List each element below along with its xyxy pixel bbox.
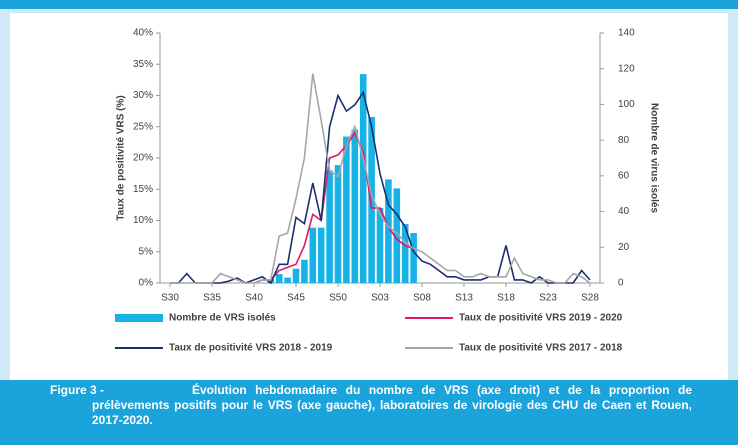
caption-text: Évolution hebdomadaire du nombre de VRS … <box>92 383 692 427</box>
bar <box>317 227 325 283</box>
y-tick-label: 35% <box>133 59 153 70</box>
y2-tick-label: 80 <box>618 135 630 146</box>
legend-label: Nombre de VRS isolés <box>169 313 276 324</box>
bar <box>393 188 401 283</box>
y-tick-label: 10% <box>133 215 153 226</box>
y2-tick-label: 20 <box>618 242 630 253</box>
chart: 0% 5% 10% 15% 20% 25% 30% 35% 40% 0 20 40 60 80 100 120… <box>115 28 659 354</box>
y2-tick-label: 40 <box>618 206 630 217</box>
x-tick-label: S40 <box>245 293 263 304</box>
y2-axis-label: Nombre de virus isolés <box>648 103 659 213</box>
x-tick-label: S28 <box>581 293 599 304</box>
y-tick-label: 25% <box>133 121 153 132</box>
bar <box>284 277 291 283</box>
bar <box>401 224 409 283</box>
legend-label: Taux de positivité VRS 2019 - 2020 <box>459 313 623 324</box>
x-tick-label: S18 <box>497 293 515 304</box>
bar <box>385 179 392 283</box>
bar <box>334 165 342 283</box>
bar <box>359 74 367 283</box>
y-tick-label: 15% <box>133 184 153 195</box>
caption: Figure 3 - Évolution hebdomadaire du nom… <box>0 380 738 445</box>
top-banner <box>0 0 738 9</box>
legend-swatch <box>115 314 163 322</box>
y2-tick-label: 140 <box>618 28 635 39</box>
y2-tick-label: 100 <box>618 99 635 110</box>
bar <box>292 268 300 283</box>
x-tick-label: S08 <box>413 293 431 304</box>
x-tick-label: S23 <box>539 293 557 304</box>
bar <box>275 274 283 283</box>
y2-tick-label: 120 <box>618 63 635 74</box>
line <box>170 73 591 284</box>
y-tick-label: 5% <box>139 246 154 257</box>
bar <box>351 129 359 283</box>
y2-tick-label: 60 <box>618 170 630 181</box>
x-tick-label: S35 <box>203 293 221 304</box>
x-tick-label: S45 <box>287 293 305 304</box>
bar <box>343 136 350 283</box>
y-tick-label: 40% <box>133 28 153 39</box>
y-tick-label: 0% <box>139 278 154 289</box>
x-tick-label: S30 <box>161 293 179 304</box>
bar <box>376 208 384 283</box>
y2-tick-label: 0 <box>618 278 624 289</box>
legend-label: Taux de positivité VRS 2018 - 2019 <box>169 343 333 354</box>
line <box>170 90 591 285</box>
bar <box>326 170 333 283</box>
y-axis-label: Taux de positivité VRS (%) <box>116 95 127 220</box>
bar <box>309 227 317 283</box>
caption-label: Figure 3 - <box>50 383 105 397</box>
legend-label: Taux de positivité VRS 2017 - 2018 <box>459 343 623 354</box>
bar <box>410 233 417 283</box>
x-tick-label: S50 <box>329 293 347 304</box>
y-tick-label: 30% <box>133 90 153 101</box>
y-tick-label: 20% <box>133 153 153 164</box>
bar <box>301 259 308 283</box>
bar <box>368 116 375 283</box>
x-tick-label: S13 <box>455 293 473 304</box>
x-tick-label: S03 <box>371 293 389 304</box>
